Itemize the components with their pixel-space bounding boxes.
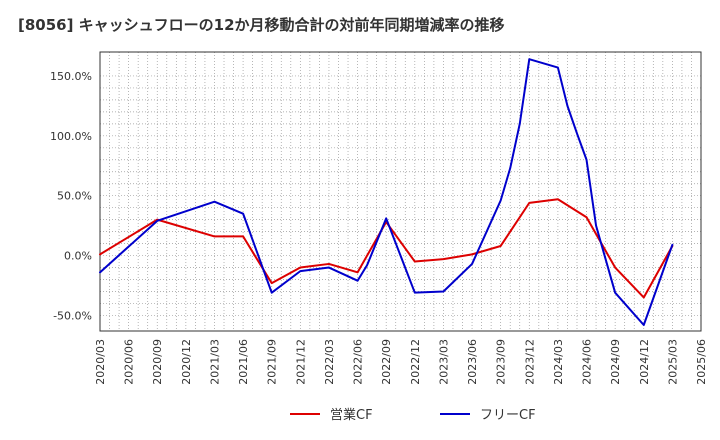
- x-tick-label: 2020/03: [94, 339, 107, 385]
- y-axis-ticks: 150.0% 100.0% 50.0% 0.0% -50.0%: [50, 70, 92, 322]
- y-tick-label: 0.0%: [64, 250, 92, 263]
- x-tick-label: 2022/12: [409, 339, 422, 385]
- y-tick-label: 50.0%: [57, 190, 92, 203]
- x-tick-label: 2020/12: [180, 339, 193, 385]
- legend-label: 営業CF: [330, 407, 373, 423]
- x-tick-label: 2024/09: [609, 339, 622, 385]
- series-line-free-cf: [99, 58, 674, 327]
- x-tick-label: 2022/06: [352, 339, 365, 385]
- plot-frame: [99, 51, 702, 332]
- y-tick-label: 150.0%: [50, 70, 92, 83]
- series-line-operating-cf: [99, 198, 674, 299]
- x-tick-label: 2025/06: [695, 339, 708, 385]
- x-tick-label: 2020/09: [151, 339, 164, 385]
- x-tick-label: 2021/09: [266, 339, 279, 385]
- x-tick-label: 2023/09: [495, 339, 508, 385]
- series-layer: [99, 58, 674, 327]
- x-tick-label: 2021/03: [208, 339, 221, 385]
- x-tick-label: 2022/03: [323, 339, 336, 385]
- x-tick-label: 2020/06: [123, 339, 136, 385]
- x-tick-label: 2024/03: [552, 339, 565, 385]
- x-tick-label: 2021/06: [237, 339, 250, 385]
- chart-title: [8056] キャッシュフローの12か月移動合計の対前年同期増減率の推移: [18, 16, 505, 34]
- x-axis-ticks: 2020/03 2020/06 2020/09 2020/12 2021/03 2021/…: [94, 339, 708, 385]
- x-tick-label: 2023/12: [523, 339, 536, 385]
- legend-label: フリーCF: [480, 408, 536, 423]
- x-tick-label: 2022/09: [380, 339, 393, 385]
- legend: 営業CF フリーCF: [290, 407, 536, 423]
- grid-layer: [99, 52, 702, 331]
- x-tick-label: 2023/06: [466, 339, 479, 385]
- y-tick-label: -50.0%: [53, 309, 92, 322]
- x-tick-label: 2023/03: [437, 339, 450, 385]
- x-tick-label: 2024/06: [581, 339, 594, 385]
- x-tick-label: 2024/12: [638, 339, 651, 385]
- y-tick-label: 100.0%: [50, 130, 92, 143]
- x-tick-label: 2025/03: [666, 339, 679, 385]
- x-tick-label: 2021/12: [294, 339, 307, 385]
